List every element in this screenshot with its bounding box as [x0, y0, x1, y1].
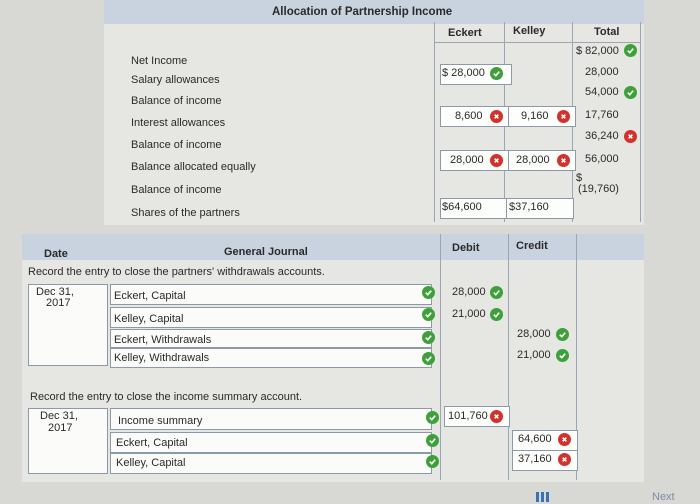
- incorrect-icon: [490, 410, 503, 423]
- eckert-equal-value: 28,000: [450, 154, 484, 166]
- divider: [440, 234, 441, 480]
- row-label-balance-of-income: Balance of income: [131, 184, 222, 196]
- correct-icon: [490, 286, 503, 299]
- journal-date-header: Date: [44, 248, 68, 260]
- correct-icon: [426, 434, 439, 447]
- total-salary-value[interactable]: 28,000: [585, 66, 619, 78]
- divider: [576, 234, 577, 480]
- credit-value: 37,160: [518, 453, 552, 465]
- divider: [434, 42, 640, 43]
- total-interest-value[interactable]: 17,760: [585, 109, 619, 121]
- date-field[interactable]: [28, 408, 108, 474]
- account-name: Income summary: [118, 415, 203, 427]
- correct-icon: [426, 455, 439, 468]
- incorrect-icon: [558, 453, 571, 466]
- date-field[interactable]: [28, 284, 108, 366]
- total-balance-value[interactable]: 54,000: [585, 86, 619, 98]
- correct-icon: [490, 308, 503, 321]
- incorrect-icon: [557, 110, 570, 123]
- eckert-interest-value: 8,600: [455, 110, 483, 122]
- account-name: Eckert, Capital: [116, 437, 188, 449]
- allocation-header-band: [104, 0, 644, 24]
- debit-value[interactable]: 21,000: [452, 308, 486, 320]
- total-net-income-value[interactable]: $ 82,000: [576, 45, 619, 57]
- credit-value[interactable]: 21,000: [517, 349, 551, 361]
- account-name: Kelley, Withdrawals: [114, 352, 210, 364]
- entry-date-line1: Dec 31,: [36, 286, 74, 298]
- col-header-kelley: Kelley: [513, 25, 546, 37]
- correct-icon: [624, 86, 637, 99]
- journal-header-band: [22, 234, 644, 260]
- row-label-balance-of-income: Balance of income: [131, 139, 222, 151]
- debit-value: 101,760: [448, 410, 488, 422]
- incorrect-icon: [624, 130, 637, 143]
- divider: [508, 234, 509, 480]
- row-label-net-income: Net Income: [131, 55, 188, 67]
- credit-value[interactable]: 28,000: [517, 328, 551, 340]
- incorrect-icon: [557, 154, 570, 167]
- incorrect-icon: [490, 154, 503, 167]
- correct-icon: [422, 308, 435, 321]
- incorrect-icon: [558, 433, 571, 446]
- entry-date-line2: 2017: [48, 422, 73, 434]
- account-name: Kelley, Capital: [114, 313, 184, 325]
- kelley-equal-value: 28,000: [516, 154, 550, 166]
- row-label-salary-allowances: Salary allowances: [131, 74, 220, 86]
- correct-icon: [426, 411, 439, 424]
- next-button[interactable]: Next: [652, 491, 675, 503]
- divider: [640, 22, 641, 222]
- total-equal-value[interactable]: 56,000: [585, 153, 619, 165]
- total-balance-currency: $: [576, 172, 583, 184]
- debit-value[interactable]: 28,000: [452, 286, 486, 298]
- kelley-share-value: $37,160: [509, 201, 549, 213]
- correct-icon: [490, 67, 503, 80]
- journal-instruction: Record the entry to close the income sum…: [30, 391, 303, 403]
- divider: [434, 22, 435, 222]
- kelley-interest-value: 9,160: [521, 110, 549, 122]
- row-label-interest-allowances: Interest allowances: [131, 117, 226, 129]
- total-balance-value[interactable]: 36,240: [585, 130, 619, 142]
- journal-credit-header: Credit: [516, 240, 548, 252]
- total-balance-value[interactable]: (19,760): [578, 183, 619, 195]
- account-name: Eckert, Capital: [114, 290, 186, 302]
- correct-icon: [556, 349, 569, 362]
- entry-date-line2: 2017: [46, 297, 71, 309]
- journal-debit-header: Debit: [452, 242, 480, 254]
- col-header-total: Total: [594, 26, 620, 38]
- journal-title: General Journal: [224, 246, 308, 258]
- row-label-shares-of-partners: Shares of the partners: [131, 207, 240, 219]
- credit-value: 64,600: [518, 433, 552, 445]
- correct-icon: [422, 286, 435, 299]
- incorrect-icon: [490, 110, 503, 123]
- row-label-balance-allocated-equally: Balance allocated equally: [131, 161, 256, 173]
- account-name: Kelley, Capital: [116, 457, 186, 469]
- journal-instruction: Record the entry to close the partners' …: [28, 266, 325, 278]
- col-header-eckert: Eckert: [448, 27, 482, 39]
- account-name: Eckert, Withdrawals: [114, 334, 212, 346]
- correct-icon: [556, 328, 569, 341]
- kelley-share-input[interactable]: [506, 198, 574, 219]
- allocation-title: Allocation of Partnership Income: [272, 6, 453, 18]
- entry-date-line1: Dec 31,: [40, 410, 78, 422]
- eckert-salary-value: $ 28,000: [442, 67, 485, 79]
- grid-icon[interactable]: [536, 492, 550, 502]
- correct-icon: [422, 331, 435, 344]
- row-label-balance-of-income: Balance of income: [131, 95, 222, 107]
- correct-icon: [624, 44, 637, 57]
- eckert-share-value: $64,600: [442, 201, 482, 213]
- correct-icon: [422, 352, 435, 365]
